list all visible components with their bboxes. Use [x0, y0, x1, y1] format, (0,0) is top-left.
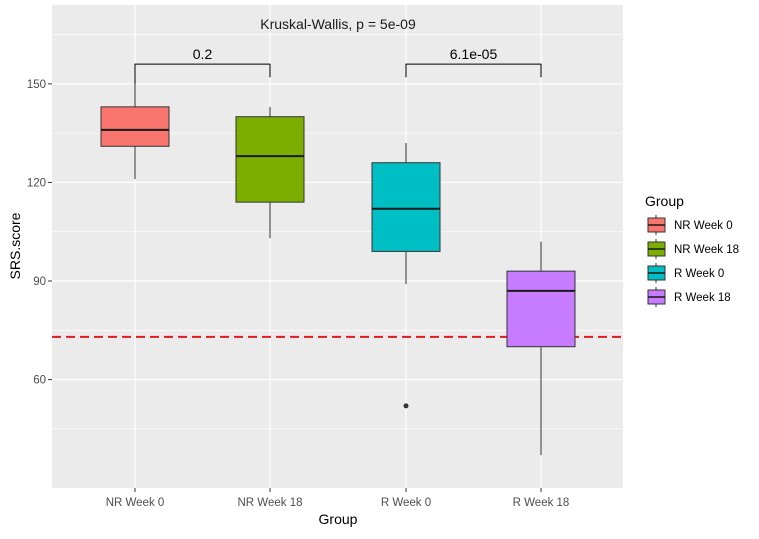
- x-tick-label: R Week 0: [381, 497, 431, 509]
- chart-title: Kruskal-Wallis, p = 5e-09: [260, 16, 416, 32]
- legend-label: R Week 18: [674, 292, 731, 304]
- y-tick-label: 60: [33, 375, 46, 387]
- legend-title: Group: [645, 193, 684, 209]
- box-body: [100, 106, 170, 147]
- comparison-2: 6.1e-05: [405, 46, 542, 78]
- comparison-1: 0.2: [134, 46, 271, 84]
- boxes-group: [100, 64, 576, 456]
- legend: Group NR Week 0 NR Week 18 R Week 0 R Week …: [645, 193, 739, 307]
- legend-label: R Week 0: [674, 268, 724, 280]
- legend-label: NR Week 0: [674, 220, 733, 232]
- comparison-brackets: 0.2 6.1e-05: [134, 46, 542, 84]
- outlier-point: [403, 403, 409, 409]
- legend-item: R Week 0: [647, 263, 724, 283]
- box-4: [506, 241, 576, 456]
- x-tick-label: R Week 18: [513, 497, 570, 509]
- x-tick-label: NR Week 0: [106, 497, 165, 509]
- y-tick-label: 90: [33, 276, 46, 288]
- box-body: [235, 116, 305, 203]
- y-axis-label: SRS.score: [7, 212, 23, 279]
- box-2: [235, 106, 305, 239]
- comparison-bracket: [405, 63, 542, 78]
- x-axis-label: Group: [319, 511, 358, 527]
- legend-label: NR Week 18: [674, 244, 739, 256]
- legend-item: R Week 18: [647, 287, 731, 307]
- plot-panel: [52, 5, 623, 488]
- y-tick-label: 150: [27, 79, 46, 91]
- comparison-p-value: 0.2: [193, 46, 213, 62]
- x-tick-label: NR Week 18: [238, 497, 303, 509]
- comparison-p-value: 6.1e-05: [450, 46, 498, 62]
- y-tick-label: 120: [27, 177, 46, 189]
- comparison-bracket: [134, 63, 271, 84]
- axes: 60 90 120 150 NR Week 0 NR Week 18 R Week 0 R W…: [27, 79, 570, 509]
- box-body: [506, 270, 576, 348]
- legend-item: NR Week 18: [647, 239, 739, 259]
- box-3: [371, 143, 441, 409]
- box-body: [371, 162, 441, 252]
- legend-item: NR Week 0: [647, 215, 733, 235]
